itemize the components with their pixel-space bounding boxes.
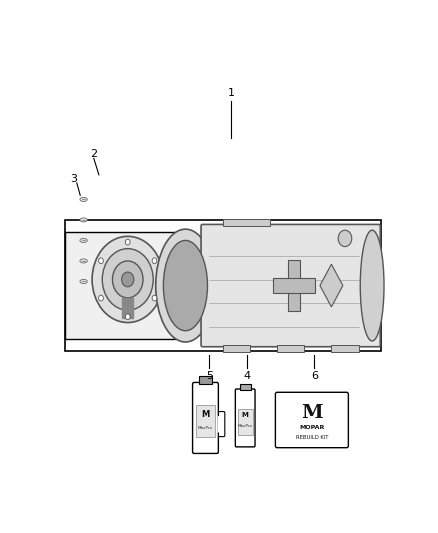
Ellipse shape: [80, 218, 87, 222]
Circle shape: [152, 295, 157, 301]
Ellipse shape: [80, 197, 87, 201]
Bar: [65, 232, 175, 339]
Ellipse shape: [80, 238, 87, 243]
Text: 4: 4: [243, 371, 250, 381]
Bar: [223, 345, 250, 352]
Bar: [273, 278, 315, 293]
Text: 5: 5: [206, 371, 213, 381]
FancyBboxPatch shape: [201, 224, 380, 347]
Ellipse shape: [156, 229, 215, 342]
FancyBboxPatch shape: [235, 389, 255, 447]
Circle shape: [125, 239, 130, 245]
Text: MOPAR: MOPAR: [299, 425, 325, 430]
Text: REBUILD KIT: REBUILD KIT: [296, 435, 328, 440]
Text: 6: 6: [311, 371, 318, 381]
Bar: [65, 220, 381, 351]
Text: M: M: [242, 412, 249, 418]
Bar: [196, 405, 215, 438]
Circle shape: [99, 295, 103, 301]
Text: 2: 2: [90, 149, 97, 159]
Ellipse shape: [163, 240, 208, 330]
Circle shape: [113, 261, 143, 298]
Text: MaxPro: MaxPro: [238, 424, 253, 428]
Circle shape: [125, 314, 130, 320]
Circle shape: [122, 272, 134, 287]
Bar: [240, 384, 251, 390]
Text: 1: 1: [228, 88, 235, 98]
Text: M: M: [201, 410, 210, 419]
FancyBboxPatch shape: [193, 383, 219, 454]
Bar: [288, 260, 300, 311]
Circle shape: [99, 258, 103, 264]
FancyBboxPatch shape: [215, 411, 225, 437]
Bar: [332, 345, 359, 352]
Text: 3: 3: [70, 174, 77, 184]
Ellipse shape: [360, 230, 384, 341]
Text: MaxPro: MaxPro: [198, 426, 213, 430]
Bar: [223, 219, 270, 226]
FancyBboxPatch shape: [276, 392, 348, 448]
Ellipse shape: [80, 259, 87, 263]
Circle shape: [152, 258, 157, 264]
Bar: [238, 409, 253, 435]
Circle shape: [102, 248, 153, 310]
Polygon shape: [122, 298, 133, 318]
Ellipse shape: [80, 279, 87, 284]
Text: M: M: [301, 405, 323, 422]
Circle shape: [338, 230, 352, 247]
FancyBboxPatch shape: [218, 416, 222, 432]
Circle shape: [92, 236, 163, 322]
Bar: [277, 345, 304, 352]
Bar: [199, 376, 212, 384]
Polygon shape: [320, 264, 343, 307]
